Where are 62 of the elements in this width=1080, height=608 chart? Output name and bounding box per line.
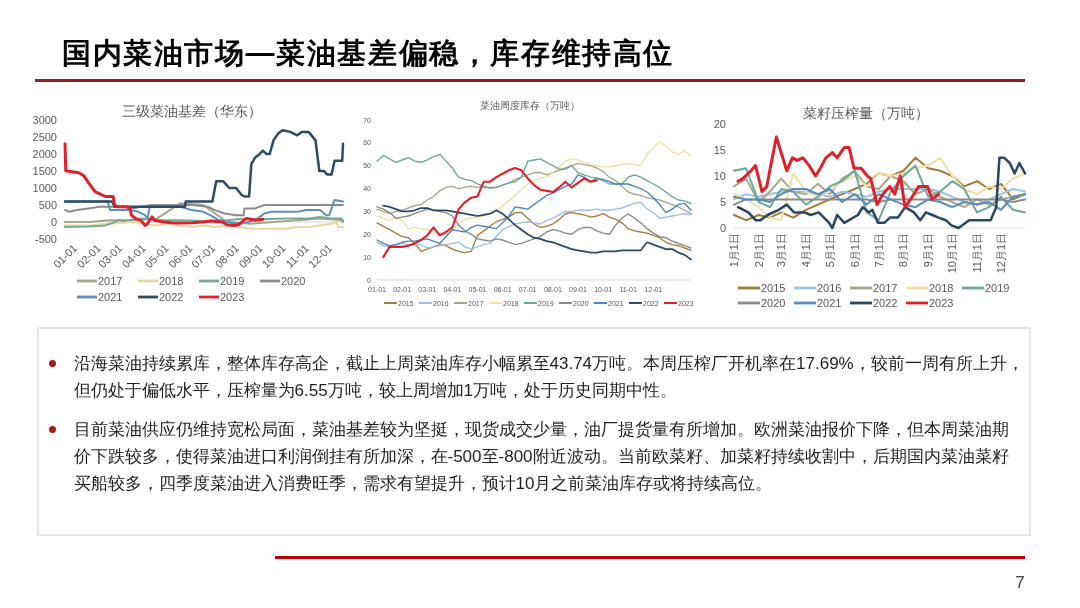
x-tick-label: 1月1日 — [728, 233, 740, 268]
text: 目前菜油供应仍维持宽松局面，菜油基差较为坚挺，现货成交少量，油厂提货量有所增加。欧洲菜油报价下降，但本周菜油期价下跌较多，使得菜油进口利润倒挂有所加深，在-500至-800附近波动。当前欧菜籽、加菜籽持续收割中，后期国内菜油菜籽买船较多，四季度菜油进入消费旺季，需求有望提升，预计10月之前菜油库存或将持续高位。 — [73, 419, 1010, 495]
line-series — [64, 215, 344, 229]
legend-label: 2022 — [159, 291, 184, 303]
legend-label: 2023 — [929, 297, 954, 309]
line-series — [733, 188, 1026, 206]
chart-title: 三级菜油基差（华东） — [122, 103, 262, 119]
legend-label: 2021 — [98, 291, 123, 303]
chart-title: 菜油周度库存（万吨） — [480, 99, 580, 111]
x-tick-label: 6月1日 — [848, 233, 861, 268]
line-series — [733, 188, 1026, 211]
line-series — [63, 142, 265, 227]
y-tick-label: 500 — [38, 199, 57, 211]
y-tick-label: 0 — [719, 222, 726, 234]
legend-label: 2019 — [985, 282, 1010, 294]
text: 沿海菜油持续累库，整体库存高企，截止上周菜油库存小幅累至43.74万吨。本周压榨厂开机率在17.69%，较前一周有所上升，但仍处于偏低水平，压榨量为6.55万吨，较上周增加1万吨，处于历史同期中性。 — [73, 353, 1025, 402]
y-tick-label: 0 — [50, 216, 57, 228]
y-tick-label: -500 — [34, 233, 57, 245]
line-series — [376, 174, 692, 247]
y-tick-label: 1500 — [32, 165, 57, 177]
x-tick-label: 9月1日 — [922, 233, 935, 268]
line-series — [63, 128, 345, 208]
x-tick-label: 10月1日 — [946, 233, 959, 274]
line-series — [64, 221, 344, 230]
legend-label: 2017 — [873, 282, 898, 294]
line-series — [376, 153, 692, 205]
y-tick-label: 3000 — [32, 114, 57, 126]
y-tick-label: 2000 — [32, 148, 57, 160]
text: 7 — [1015, 572, 1025, 592]
y-tick-label: 10 — [713, 170, 726, 182]
y-tick-label: 20 — [713, 118, 726, 130]
line-series — [382, 204, 692, 261]
line-series — [382, 166, 598, 259]
legend-label: 2022 — [873, 297, 898, 309]
x-tick-label: 7月1日 — [872, 233, 885, 268]
line-series — [64, 204, 344, 217]
y-tick-label: 5 — [719, 196, 726, 208]
y-tick-label: 15 — [713, 144, 726, 156]
text: 国内菜油市场—菜油基差偏稳，库存维持高位 — [62, 37, 674, 69]
legend-label: 2020 — [761, 297, 786, 309]
legend-label: 2023 — [220, 291, 245, 303]
legend-label: 2019 — [220, 275, 245, 287]
line-series — [736, 135, 941, 209]
x-tick-label: 4月1日 — [799, 233, 812, 268]
legend-label: 2018 — [159, 275, 184, 287]
x-tick-label: 12月1日 — [995, 233, 1008, 274]
x-tick-label: 11月1日 — [971, 233, 984, 273]
legend-label: 2017 — [98, 275, 123, 287]
y-tick-label: 1000 — [32, 182, 57, 194]
legend-label: 2021 — [817, 297, 842, 309]
y-tick-label: 2500 — [32, 131, 57, 143]
legend-label: 2020 — [281, 275, 306, 287]
legend-label: 2018 — [929, 282, 954, 294]
x-tick-label: 3月1日 — [775, 233, 788, 268]
line-series — [376, 162, 692, 215]
x-tick-label: 2月1日 — [752, 233, 765, 268]
chart-title: 菜籽压榨量（万吨） — [803, 105, 929, 121]
x-tick-label: 8月1日 — [897, 233, 910, 268]
x-tick-label: 5月1日 — [823, 233, 836, 268]
line-series — [376, 141, 692, 235]
legend-label: 2015 — [761, 282, 786, 294]
legend-label: 2016 — [817, 282, 842, 294]
